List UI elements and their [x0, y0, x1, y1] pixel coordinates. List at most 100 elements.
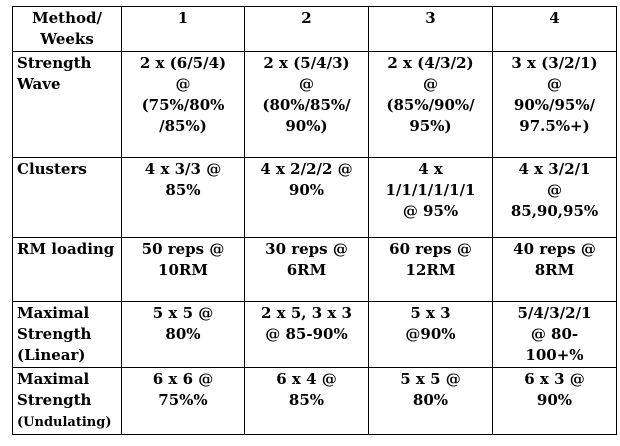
- method-cell: Strength Wave: [12, 51, 122, 158]
- header-row: Method/ Weeks 1 2 3 4: [12, 6, 617, 52]
- plan-line: 85,90,95%: [510, 202, 599, 220]
- plan-cell: 5 x 5 @ 80%: [121, 301, 245, 368]
- plan-cell: 4 x 1/1/1/1/1/1 @ 95%: [368, 157, 493, 238]
- method-weeks-line-2: Weeks: [40, 30, 94, 48]
- plan-line: (80%/85%/: [262, 96, 351, 114]
- method-cell: RM loading: [12, 237, 122, 302]
- plan-cell: 5 x 5 @ 80%: [368, 367, 493, 435]
- plan-cell: 30 reps @ 6RM: [244, 237, 369, 302]
- week-1-header: 1: [121, 6, 245, 52]
- plan-line: 12RM: [405, 261, 456, 279]
- plan-line: 100+%: [525, 346, 584, 364]
- method-line: Strength: [17, 54, 92, 72]
- plan-cell: 6 x 6 @ 75%%: [121, 367, 245, 435]
- training-methods-table: Method/ Weeks 1 2 3 4 Strength Wave 2 x …: [12, 6, 617, 435]
- method-line: Strength: [17, 391, 92, 409]
- plan-line: 10RM: [158, 261, 208, 279]
- plan-cell: 4 x 3/3 @ 85%: [121, 157, 245, 238]
- plan-cell: 3 x (3/2/1) @ 90%/95%/ 97.5%+): [492, 51, 617, 158]
- plan-line: 85%: [165, 181, 201, 199]
- plan-line: @ 85-90%: [265, 325, 348, 343]
- table-row: Maximal Strength (Undulating) 6 x 6 @ 75…: [12, 367, 617, 435]
- method-line: Strength: [17, 325, 92, 343]
- plan-line: 95%): [409, 117, 452, 135]
- week-4-header: 4: [492, 6, 617, 52]
- plan-cell: 2 x (5/4/3) @ (80%/85%/ 90%): [244, 51, 369, 158]
- plan-line: @: [299, 75, 314, 93]
- plan-line: @: [175, 75, 191, 93]
- plan-line: 90%/95%/: [513, 96, 596, 114]
- method-cell: Maximal Strength (Linear): [12, 301, 122, 368]
- plan-cell: 60 reps @ 12RM: [368, 237, 493, 302]
- plan-line: 4 x 3/3 @: [144, 160, 222, 178]
- plan-line: 2 x (6/5/4): [139, 54, 227, 72]
- table-row: Maximal Strength (Linear) 5 x 5 @ 80% 2 …: [12, 301, 617, 368]
- plan-line: @ 95%: [402, 202, 459, 220]
- plan-line: 8RM: [534, 261, 575, 279]
- week-3-header: 3: [368, 6, 493, 52]
- method-line: Clusters: [17, 160, 87, 178]
- plan-line: 80%: [412, 391, 449, 409]
- method-cell: Maximal Strength (Undulating): [12, 367, 122, 435]
- method-line: RM loading: [17, 240, 115, 258]
- method-weeks-line-1: Method/: [32, 9, 102, 27]
- plan-line: 75%%: [158, 391, 208, 409]
- plan-line: @: [547, 181, 562, 199]
- plan-cell: 2 x 5, 3 x 3 @ 85-90%: [244, 301, 369, 368]
- plan-cell: 5 x 3 @90%: [368, 301, 493, 368]
- plan-line: 2 x 5, 3 x 3: [261, 304, 352, 322]
- plan-line: 30 reps @: [265, 240, 348, 258]
- plan-line: 80%: [165, 325, 201, 343]
- plan-line: 2 x (5/4/3): [263, 54, 350, 72]
- table-row: Strength Wave 2 x (6/5/4) @ (75%/80% /85…: [12, 51, 617, 158]
- plan-line: 4 x: [418, 160, 443, 178]
- plan-line: @90%: [405, 325, 456, 343]
- plan-line: 1/1/1/1/1/1: [385, 181, 476, 199]
- plan-line: 6 x 6 @: [152, 370, 214, 388]
- plan-cell: 6 x 3 @ 90%: [492, 367, 617, 435]
- method-line: Maximal: [17, 304, 90, 322]
- plan-line: 2 x (4/3/2): [387, 54, 474, 72]
- plan-line: 40 reps @: [513, 240, 596, 258]
- method-line: (Linear): [17, 346, 86, 364]
- plan-line: 6RM: [286, 261, 327, 279]
- plan-line: 90%): [285, 117, 328, 135]
- plan-line: (85%/90%/: [386, 96, 475, 114]
- plan-line: 6 x 3 @: [524, 370, 585, 388]
- plan-line: 5/4/3/2/1: [517, 304, 592, 322]
- plan-cell: 40 reps @ 8RM: [492, 237, 617, 302]
- plan-line: 90%: [536, 391, 573, 409]
- plan-cell: 5/4/3/2/1 @ 80- 100+%: [492, 301, 617, 368]
- plan-cell: 2 x (4/3/2) @ (85%/90%/ 95%): [368, 51, 493, 158]
- method-cell: Clusters: [12, 157, 122, 238]
- plan-line: @ 80-: [530, 325, 579, 343]
- plan-cell: 4 x 3/2/1 @ 85,90,95%: [492, 157, 617, 238]
- plan-line: 4 x 2/2/2 @: [260, 160, 353, 178]
- plan-cell: 2 x (6/5/4) @ (75%/80% /85%): [121, 51, 245, 158]
- plan-line: (75%/80%: [141, 96, 225, 114]
- week-2-header: 2: [244, 6, 369, 52]
- plan-line: 85%: [288, 391, 325, 409]
- method-line: Wave: [17, 75, 61, 93]
- plan-line: /85%): [159, 117, 207, 135]
- plan-cell: 4 x 2/2/2 @ 90%: [244, 157, 369, 238]
- plan-line: @: [423, 75, 438, 93]
- table-row: Clusters 4 x 3/3 @ 85% 4 x 2/2/2 @ 90% 4…: [12, 157, 617, 238]
- table-row: RM loading 50 reps @ 10RM 30 reps @ 6RM …: [12, 237, 617, 302]
- plan-line: 97.5%+): [519, 117, 590, 135]
- plan-cell: 50 reps @ 10RM: [121, 237, 245, 302]
- plan-line: @: [547, 75, 562, 93]
- method-weeks-header: Method/ Weeks: [12, 6, 122, 52]
- plan-line: 50 reps @: [141, 240, 225, 258]
- method-line: (Undulating): [17, 415, 112, 430]
- plan-line: 4 x 3/2/1: [518, 160, 591, 178]
- plan-line: 5 x 3: [410, 304, 451, 322]
- method-line: Maximal: [17, 370, 90, 388]
- plan-line: 3 x (3/2/1): [511, 54, 598, 72]
- plan-line: 6 x 4 @: [276, 370, 337, 388]
- plan-line: 60 reps @: [389, 240, 472, 258]
- plan-line: 5 x 5 @: [152, 304, 214, 322]
- plan-cell: 6 x 4 @ 85%: [244, 367, 369, 435]
- plan-line: 90%: [288, 181, 325, 199]
- plan-line: 5 x 5 @: [400, 370, 461, 388]
